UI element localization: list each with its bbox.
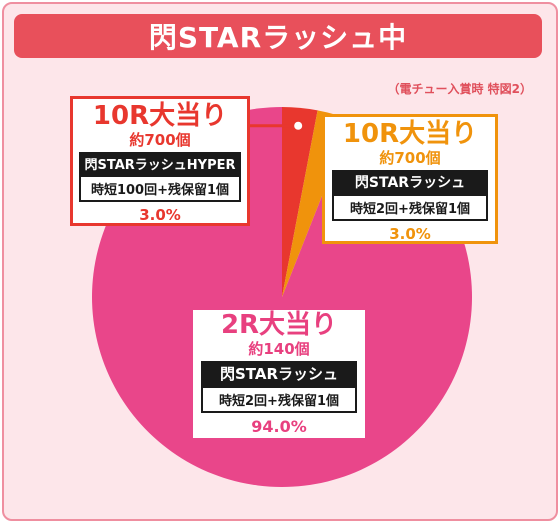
label-box-10r-rush: 10R大当り 約700個 閃STARラッシュ 時短2回+残保留1個 3.0% [322,114,498,244]
slice-detail: 時短100回+残保留1個 [79,175,241,202]
leader-dot-10r-hyper [292,119,305,132]
slice-label: 10R大当り [342,119,478,149]
slice-mode: 閃STARラッシュ [201,361,357,386]
pie-slice-10r-hyper [282,107,318,297]
slice-percent: 3.0% [139,206,181,224]
slice-payout: 約700個 [379,149,441,167]
slice-label: 10R大当り [92,101,228,131]
chart-title-banner: 閃STARラッシュ中 [14,14,542,58]
label-box-10r-hyper: 10R大当り 約700個 閃STARラッシュHYPER 時短100回+残保留1個… [70,96,250,226]
slice-detail: 時短2回+残保留1個 [332,194,488,221]
label-box-2r: 2R大当り 約140個 閃STARラッシュ 時短2回+残保留1個 94.0% [193,310,365,438]
slice-percent: 94.0% [251,417,307,436]
slice-mode: 閃STARラッシュ [332,170,488,194]
slice-detail: 時短2回+残保留1個 [201,386,357,413]
condition-note: （電チュー入賞時 特図2） [387,82,532,96]
slice-label: 2R大当り [220,310,338,340]
slice-payout: 約700個 [129,131,191,149]
slice-payout: 約140個 [248,340,310,358]
slice-percent: 3.0% [389,225,431,243]
chart-title: 閃STARラッシュ中 [148,21,408,54]
slice-mode: 閃STARラッシュHYPER [79,152,241,175]
